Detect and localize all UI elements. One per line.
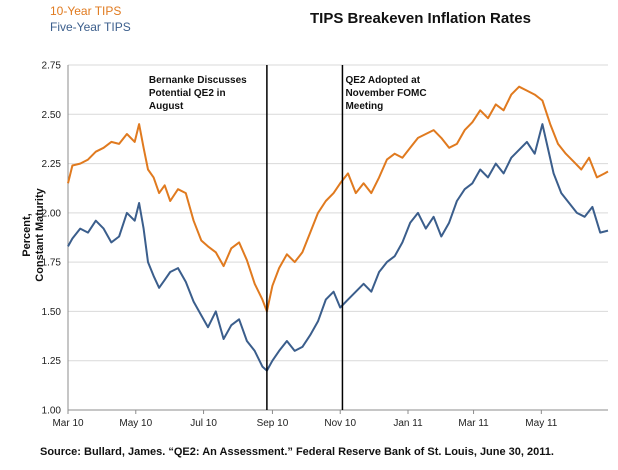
annotations: Bernanke Discusses Potential QE2 in August… — [149, 65, 427, 410]
annotation-text: Potential QE2 in — [149, 88, 226, 99]
legend-item-10-year-tips: 10-Year TIPS — [50, 4, 122, 18]
y-tick-label: 1.25 — [42, 356, 62, 367]
y-tick-label: 2.00 — [42, 208, 62, 219]
line-chart: 1.00 1.25 1.50 1.75 2.00 2.25 2.50 2.75 Mar 10 Ma… — [42, 61, 609, 429]
x-tick-label: May 11 — [525, 418, 557, 429]
x-tick-label: Mar 10 — [52, 418, 84, 429]
y-tick-label: 2.25 — [42, 159, 62, 170]
x-tick-label: Jan 11 — [393, 418, 423, 429]
y-tick-label: 1.50 — [42, 307, 62, 318]
series-lines — [67, 85, 609, 372]
chart-title: TIPS Breakeven Inflation Rates — [310, 10, 531, 27]
source-note: Source: Bullard, James. “QE2: An Assessm… — [40, 446, 554, 458]
series-line-10-year-tips — [67, 85, 609, 313]
y-tick-label: 2.75 — [42, 61, 62, 72]
legend-item-five-year-tips: Five-Year TIPS — [50, 20, 131, 34]
annotation-text: November FOMC — [345, 88, 426, 99]
x-tick-label: May 10 — [119, 418, 152, 429]
x-tick-label: Sep 10 — [257, 418, 289, 429]
y-tick-label: 2.50 — [42, 110, 62, 121]
series-line-five-year-tips — [67, 123, 609, 372]
annotation-text: August — [149, 101, 184, 112]
annotation-text: Meeting — [345, 101, 383, 112]
gridlines — [68, 64, 608, 411]
axes: 1.00 1.25 1.50 1.75 2.00 2.25 2.50 2.75 Mar 10 Ma… — [42, 61, 608, 429]
annotation-text: Bernanke Discusses — [149, 75, 247, 86]
y-tick-label: 1.00 — [42, 406, 62, 417]
annotation-text: QE2 Adopted at — [345, 75, 420, 86]
x-tick-label: Nov 10 — [324, 418, 356, 429]
x-tick-label: Jul 10 — [190, 418, 217, 429]
y-tick-label: 1.75 — [42, 258, 62, 269]
x-tick-label: Mar 11 — [458, 418, 489, 429]
